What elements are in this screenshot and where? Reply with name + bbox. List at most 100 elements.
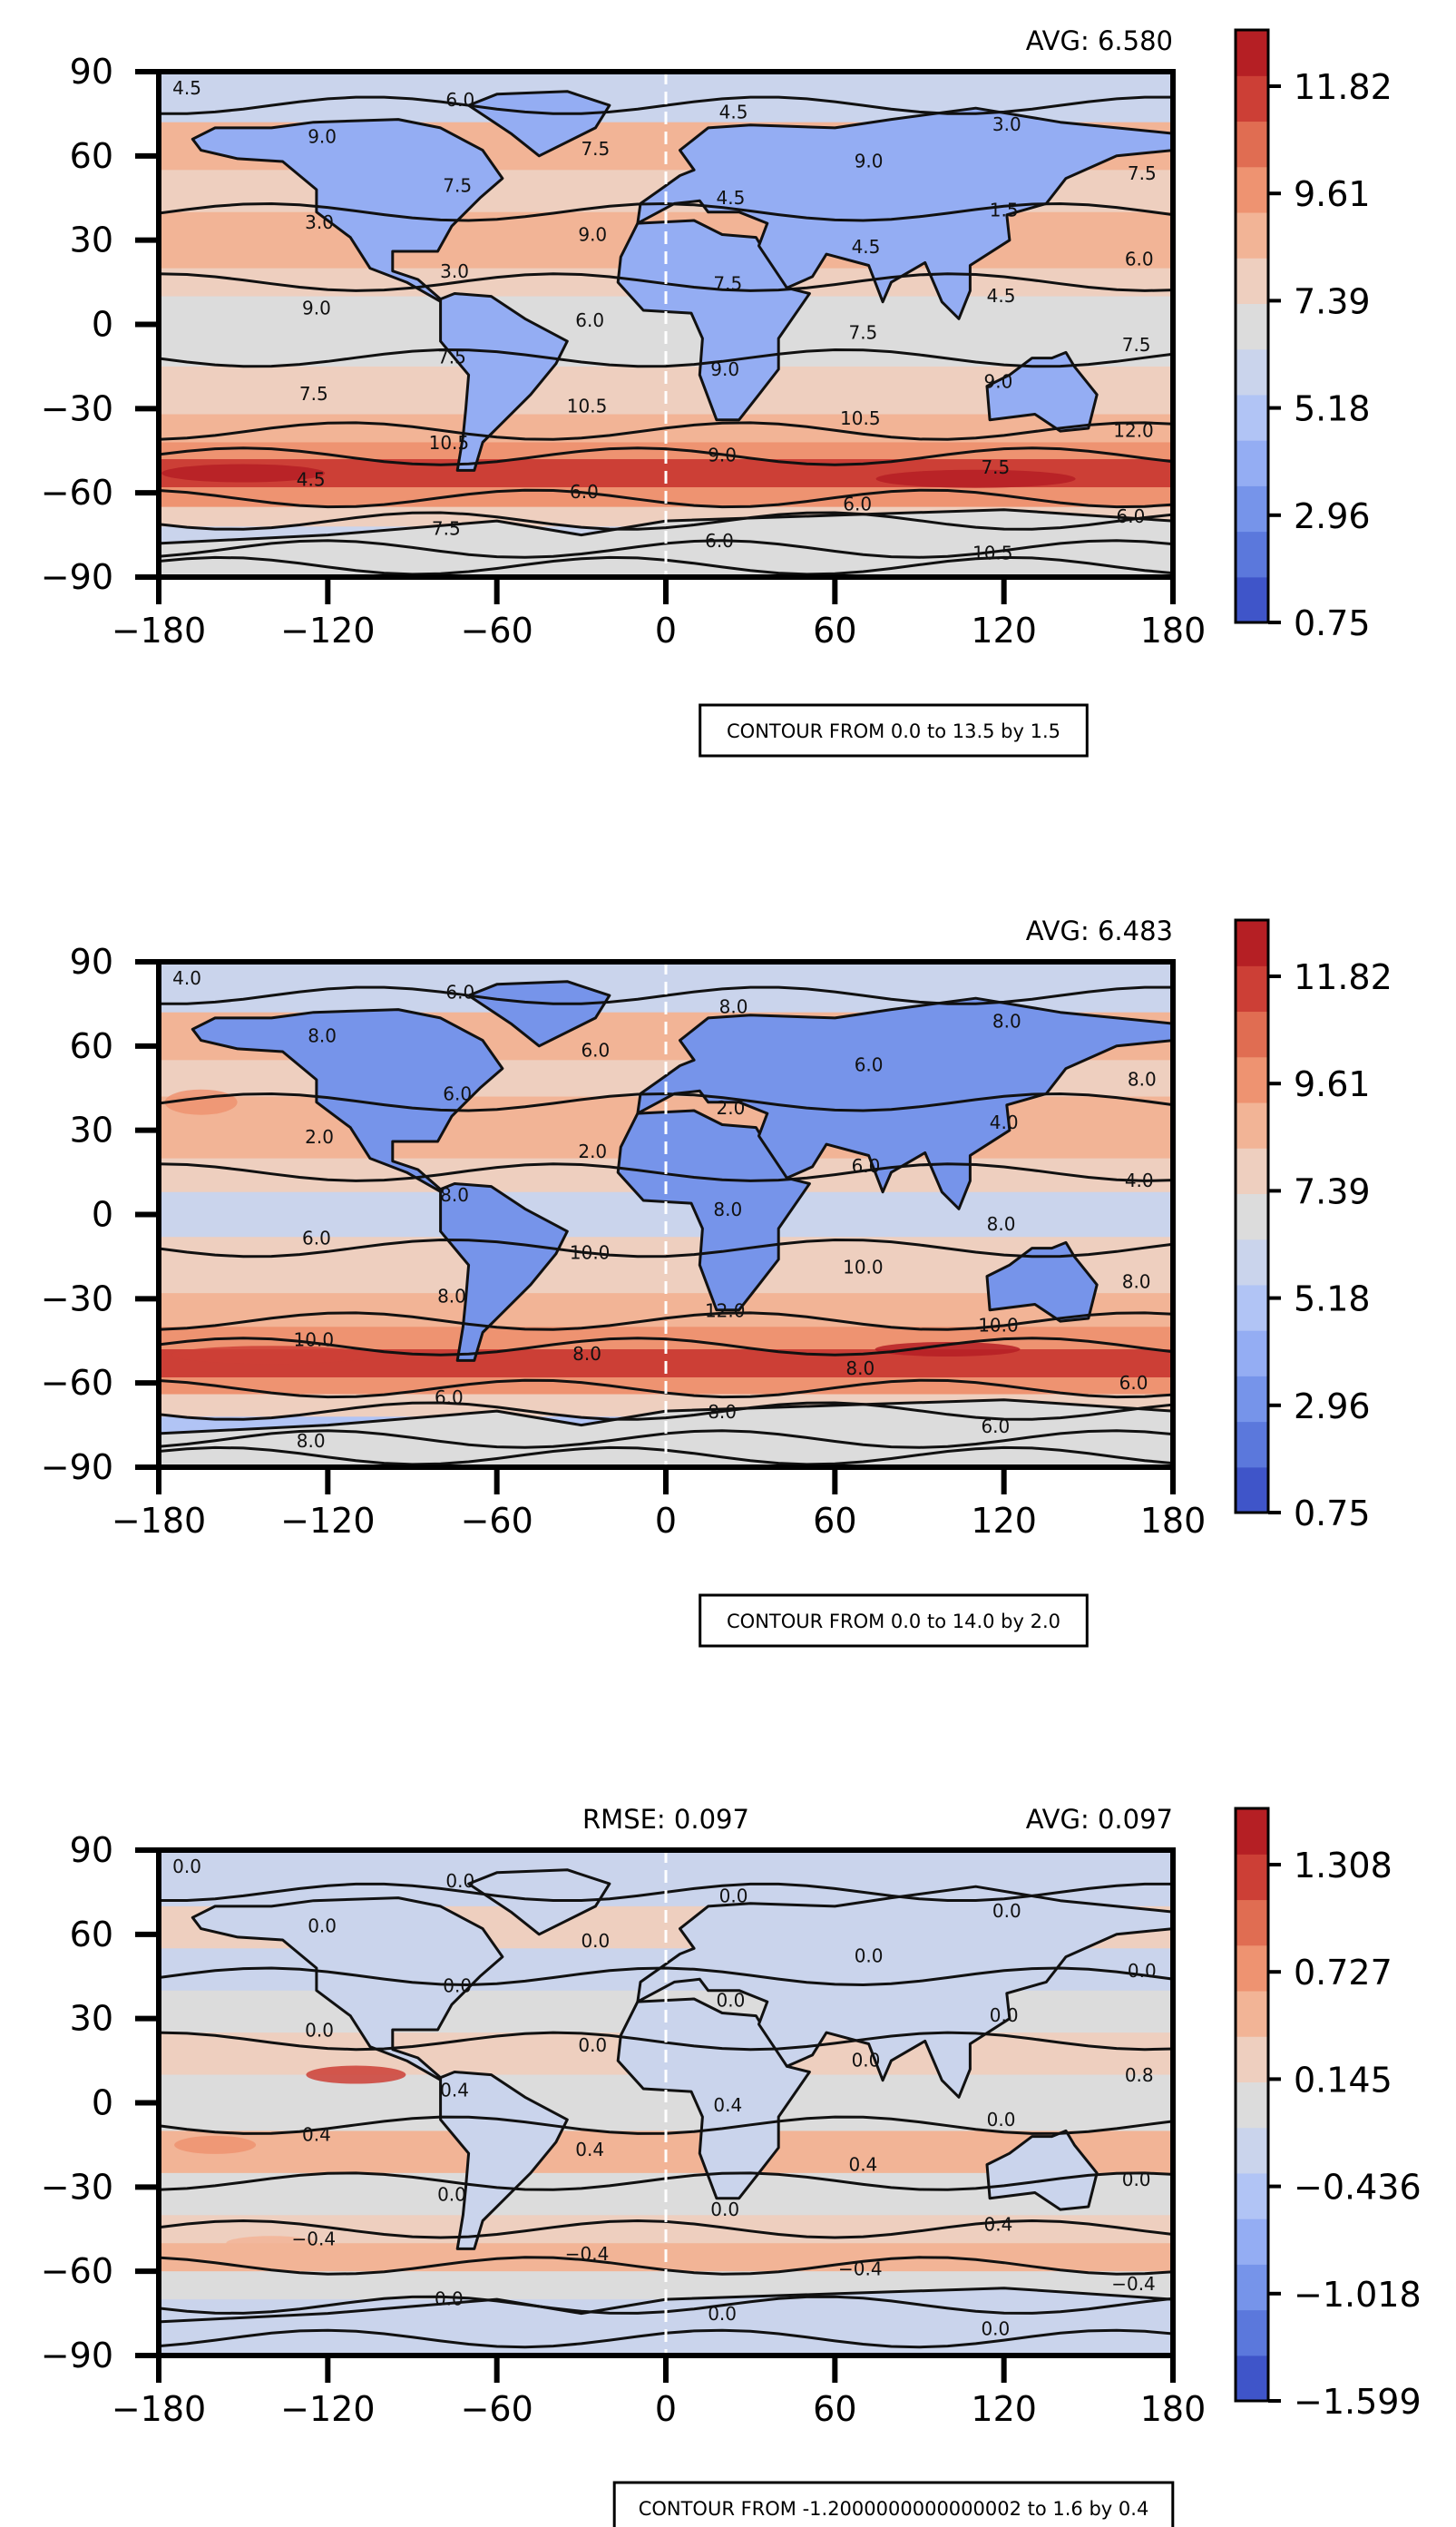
colorbar-frame: [1234, 918, 1270, 1514]
contour-label: 10.5: [972, 542, 1013, 563]
contour-label: 1.5: [990, 200, 1019, 221]
contour-label: 0.0: [578, 2034, 607, 2056]
x-tick-label: 180: [1140, 2389, 1207, 2429]
colorbar-segment: [1236, 303, 1268, 350]
contour-label: 10.0: [843, 1257, 884, 1278]
contour-label: −0.4: [838, 2258, 883, 2280]
contour-line: [159, 1966, 1173, 1987]
colorbar-segment: [1236, 2036, 1268, 2082]
contour-label: 8.0: [572, 1343, 601, 1365]
field-blob: [174, 2135, 257, 2154]
x-tick-label: 0: [655, 2389, 677, 2429]
colorbar-tick-label: 0.75: [1294, 603, 1371, 643]
contour-line: [159, 985, 1173, 1005]
y-tick-label: 60: [70, 136, 113, 176]
contour-label: 0.0: [981, 2317, 1010, 2339]
contour-label: 7.5: [299, 383, 328, 405]
x-tick-label: 0: [655, 611, 677, 651]
land-contour: [191, 1008, 504, 1197]
contour-label: 8.0: [308, 1025, 337, 1047]
contour-label: 7.5: [581, 138, 610, 160]
contour-label: 6.0: [1125, 249, 1154, 270]
colorbar-segment: [1236, 2309, 1268, 2356]
colorbar-segment: [1236, 440, 1268, 486]
y-tick-label: −30: [41, 1278, 113, 1318]
map-panel-bottom: 0.0 0.0 0.0 0.0 0.0 0.0 0.0 0.0 0.0 0.0 0.0 0.0 0.0 0…: [41, 1804, 1422, 2527]
contour-label: 7.5: [713, 273, 742, 295]
contour-label: 8.0: [1128, 1068, 1157, 1090]
colorbar-segment: [1236, 121, 1268, 168]
contour-label: 0.0: [717, 1990, 746, 2012]
contour-line: [159, 1337, 1173, 1357]
contour-label: 0.0: [852, 2049, 881, 2071]
colorbar-segment: [1236, 1148, 1268, 1194]
colorbar-tick-label: −0.436: [1294, 2168, 1422, 2208]
y-tick-label: −90: [41, 2336, 113, 2375]
land-contour: [985, 350, 1099, 433]
y-tick-label: −60: [41, 1363, 113, 1403]
colorbar-segment: [1236, 1011, 1268, 1058]
colorbar-segment: [1236, 576, 1268, 623]
colorbar-segment: [1236, 1421, 1268, 1468]
colorbar-segment: [1236, 2355, 1268, 2402]
colorbar-segment: [1236, 1899, 1268, 1946]
colorbar-segment: [1236, 2081, 1268, 2129]
contour-label: 6.0: [570, 481, 599, 503]
contour-line: [159, 348, 1173, 368]
land-contour: [616, 219, 811, 422]
colorbar-segment: [1236, 30, 1268, 76]
x-tick-label: −180: [112, 611, 206, 651]
contour-label: 8.0: [987, 1213, 1016, 1235]
contour-label: 0.4: [848, 2154, 877, 2176]
contour-label: 0.0: [990, 2004, 1019, 2026]
contour-label: 4.0: [172, 967, 201, 989]
colorbar-segment: [1236, 2172, 1268, 2219]
contour-label: 0.0: [855, 1944, 884, 1966]
contour-label: 0.4: [440, 2079, 469, 2101]
contour-label: 0.0: [443, 1974, 472, 1996]
contour-label: 0.0: [719, 1885, 748, 1907]
field-blob: [875, 469, 1076, 488]
y-tick-label: −30: [41, 388, 113, 428]
contour-label: 12.0: [705, 1299, 746, 1321]
y-tick-label: 90: [70, 52, 113, 92]
colorbar-tick-label: −1.599: [1294, 2382, 1422, 2422]
x-tick-label: −60: [461, 1501, 533, 1541]
contour-info-text: CONTOUR FROM -1.2000000000000002 to 1.6 …: [639, 2498, 1149, 2520]
y-tick-label: 30: [70, 1999, 113, 2039]
colorbar-tick-label: 7.39: [1294, 281, 1371, 321]
colorbar-segment: [1236, 1284, 1268, 1331]
contour-label: 0.0: [1128, 1960, 1157, 1982]
contour-label: 8.0: [719, 996, 748, 1018]
contour-label: 9.0: [578, 224, 607, 246]
contour-label: 9.0: [855, 151, 884, 172]
contour-label: 8.0: [992, 1011, 1021, 1033]
contour-label: 9.0: [984, 370, 1013, 392]
colorbar-segment: [1236, 211, 1268, 259]
x-tick-label: −120: [280, 2389, 375, 2429]
y-tick-label: −60: [41, 473, 113, 513]
contour-label: 6.0: [855, 1053, 884, 1075]
colorbar-segment: [1236, 1102, 1268, 1149]
contour-line: [159, 2031, 1173, 2052]
contour-label: 6.0: [852, 1155, 881, 1177]
x-tick-label: −120: [280, 611, 375, 651]
colorbar-segment: [1236, 166, 1268, 213]
contour-line: [159, 1238, 1173, 1259]
x-tick-label: −120: [280, 1501, 375, 1541]
map-panel-middle: 4.0 6.0 8.0 8.0 8.0 6.0 6.0 8.0 6.0 2.0 4.0 2.0 2.0 6…: [41, 916, 1392, 1648]
contour-label: 2.0: [305, 1126, 334, 1148]
contour-label: 6.0: [843, 493, 872, 514]
field-blob: [875, 1342, 1021, 1357]
contour-label: 7.5: [432, 517, 461, 539]
y-tick-label: −90: [41, 1447, 113, 1487]
contour-label: 4.5: [719, 102, 748, 123]
colorbar-tick-label: −1.018: [1294, 2275, 1422, 2315]
contour-label: 0.4: [302, 2124, 331, 2146]
land-contour: [985, 1240, 1099, 1323]
contour-label: 0.0: [445, 1870, 474, 1892]
contour-label: 10.5: [567, 395, 608, 416]
contour-label: 4.5: [717, 187, 746, 209]
x-tick-label: 60: [813, 611, 856, 651]
contour-label: 0.4: [575, 2139, 604, 2160]
